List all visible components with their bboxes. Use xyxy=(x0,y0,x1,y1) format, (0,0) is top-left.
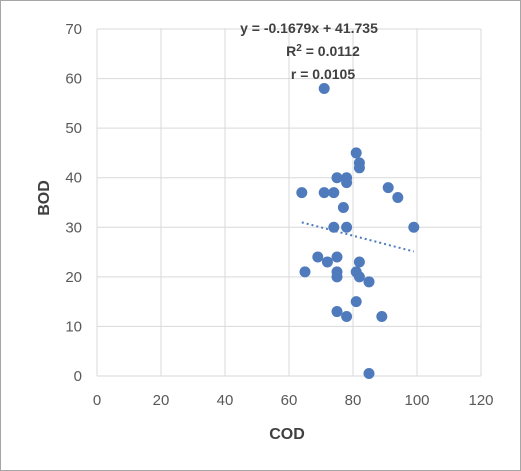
data-point xyxy=(341,221,353,233)
trendline xyxy=(301,221,415,253)
y-axis-title: BOD xyxy=(36,180,53,216)
data-point xyxy=(328,187,340,199)
y-tick-label: 30 xyxy=(65,219,82,236)
y-tick-label: 20 xyxy=(65,269,82,286)
y-tick-label: 0 xyxy=(74,368,82,385)
data-point xyxy=(363,368,375,380)
data-point xyxy=(363,276,375,288)
r-squared-prefix: R xyxy=(286,43,296,59)
x-axis-ticks: 0 20 40 60 80 100 120 xyxy=(93,392,494,409)
data-point xyxy=(382,182,394,194)
gridlines xyxy=(96,28,482,377)
y-axis-ticks: 0 10 20 30 40 50 60 70 xyxy=(65,21,82,385)
x-axis-title: COD xyxy=(269,426,305,443)
x-tick-label: 120 xyxy=(468,392,493,409)
y-tick-label: 70 xyxy=(65,21,82,38)
correlation-label: r = 0.0105 xyxy=(291,66,355,82)
x-tick-label: 40 xyxy=(217,392,234,409)
trendline-equation: y = -0.1679x + 41.735 xyxy=(240,20,378,36)
data-point xyxy=(353,162,365,174)
data-point xyxy=(408,221,420,233)
data-point xyxy=(331,306,343,318)
data-point xyxy=(341,311,353,323)
data-point xyxy=(296,187,308,199)
y-tick-label: 60 xyxy=(65,71,82,88)
data-point xyxy=(312,251,324,263)
data-point xyxy=(337,201,349,213)
r-squared-label: R2 = 0.0112 xyxy=(286,43,360,59)
y-tick-label: 50 xyxy=(65,120,82,137)
data-point xyxy=(299,266,311,278)
data-point xyxy=(350,147,362,159)
data-point xyxy=(353,256,365,268)
data-point xyxy=(321,256,333,268)
r-squared-value: = 0.0112 xyxy=(302,43,360,59)
x-tick-label: 60 xyxy=(281,392,298,409)
data-point xyxy=(350,296,362,308)
data-points xyxy=(296,82,420,380)
x-tick-label: 20 xyxy=(153,392,170,409)
data-point xyxy=(331,271,343,283)
data-point xyxy=(318,82,330,94)
data-point xyxy=(331,172,343,184)
y-tick-label: 40 xyxy=(65,170,82,187)
x-tick-label: 80 xyxy=(345,392,362,409)
x-tick-label: 100 xyxy=(404,392,429,409)
data-point xyxy=(341,177,353,189)
data-point xyxy=(376,311,388,323)
data-point xyxy=(328,221,340,233)
data-point xyxy=(331,251,343,263)
x-tick-label: 0 xyxy=(93,392,101,409)
data-point xyxy=(318,187,330,199)
y-tick-label: 10 xyxy=(65,318,82,335)
data-point xyxy=(353,271,365,283)
trendline-group xyxy=(301,221,415,253)
r-squared-superscript: 2 xyxy=(296,43,302,54)
data-point xyxy=(392,192,404,204)
